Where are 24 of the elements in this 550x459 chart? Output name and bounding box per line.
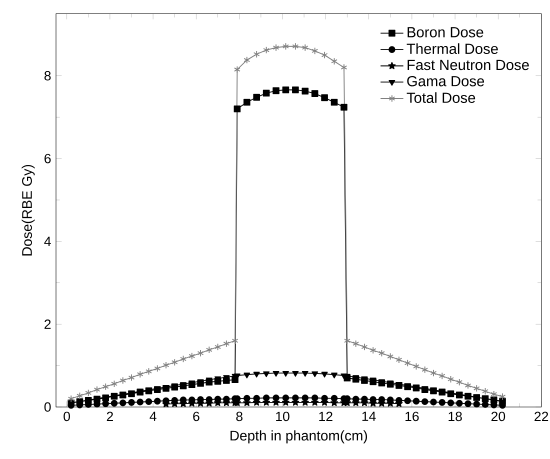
x-tick-label: 2 [106, 412, 113, 422]
x-tick-label: 12 [319, 412, 332, 422]
y-tick-label: 6 [44, 154, 51, 164]
x-tick-label: 22 [534, 412, 548, 422]
y-tick-label: 4 [44, 236, 51, 246]
legend-label: Thermal Dose [406, 43, 498, 54]
legend-label: Boron Dose [408, 27, 484, 38]
y-tick-label: 2 [44, 320, 51, 329]
x-tick-label: 18 [448, 412, 462, 422]
y-tick-label: 0 [44, 402, 51, 412]
legend-label: Total Dose [406, 92, 476, 103]
x-tick-label: 14 [362, 412, 376, 421]
legend-label: Gama Dose [407, 76, 484, 86]
x-axis-title: Depth in phantom(cm) [230, 430, 368, 444]
x-tick-label: 20 [491, 412, 506, 422]
y-tick-label: 8 [44, 71, 51, 80]
x-tick-label: 8 [236, 412, 242, 422]
x-tick-label: 6 [193, 412, 200, 422]
x-tick-label: 0 [64, 412, 70, 422]
legend-label: Fast Neutron Dose [408, 60, 529, 70]
x-tick-label: 10 [276, 412, 290, 422]
y-axis-title: Dose(RBE Gy) [22, 164, 35, 256]
x-tick-label: 16 [406, 412, 419, 422]
x-tick-label: 4 [150, 412, 156, 421]
